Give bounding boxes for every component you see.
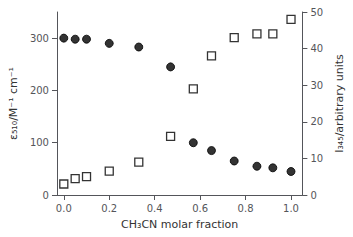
svg-text:0.6: 0.6 <box>192 203 208 214</box>
svg-text:0.4: 0.4 <box>147 203 163 214</box>
svg-text:0: 0 <box>310 190 316 201</box>
svg-text:10: 10 <box>310 153 323 164</box>
svg-text:0.2: 0.2 <box>101 203 117 214</box>
svg-text:20: 20 <box>310 116 323 127</box>
svg-text:100: 100 <box>30 137 49 148</box>
svg-text:ε₅₁₀/M⁻¹ cm⁻¹: ε₅₁₀/M⁻¹ cm⁻¹ <box>7 67 20 140</box>
svg-text:200: 200 <box>30 85 49 96</box>
svg-text:30: 30 <box>310 80 323 91</box>
svg-text:0.0: 0.0 <box>56 203 72 214</box>
svg-text:CH₃CN molar fraction: CH₃CN molar fraction <box>121 218 238 231</box>
svg-text:I₃₄₅/arbitrary units: I₃₄₅/arbitrary units <box>333 54 346 153</box>
svg-text:0: 0 <box>43 190 49 201</box>
svg-text:300: 300 <box>30 33 49 44</box>
svg-text:0.8: 0.8 <box>238 203 254 214</box>
svg-text:40: 40 <box>310 43 323 54</box>
svg-text:50: 50 <box>310 7 323 18</box>
svg-text:1.0: 1.0 <box>283 203 299 214</box>
